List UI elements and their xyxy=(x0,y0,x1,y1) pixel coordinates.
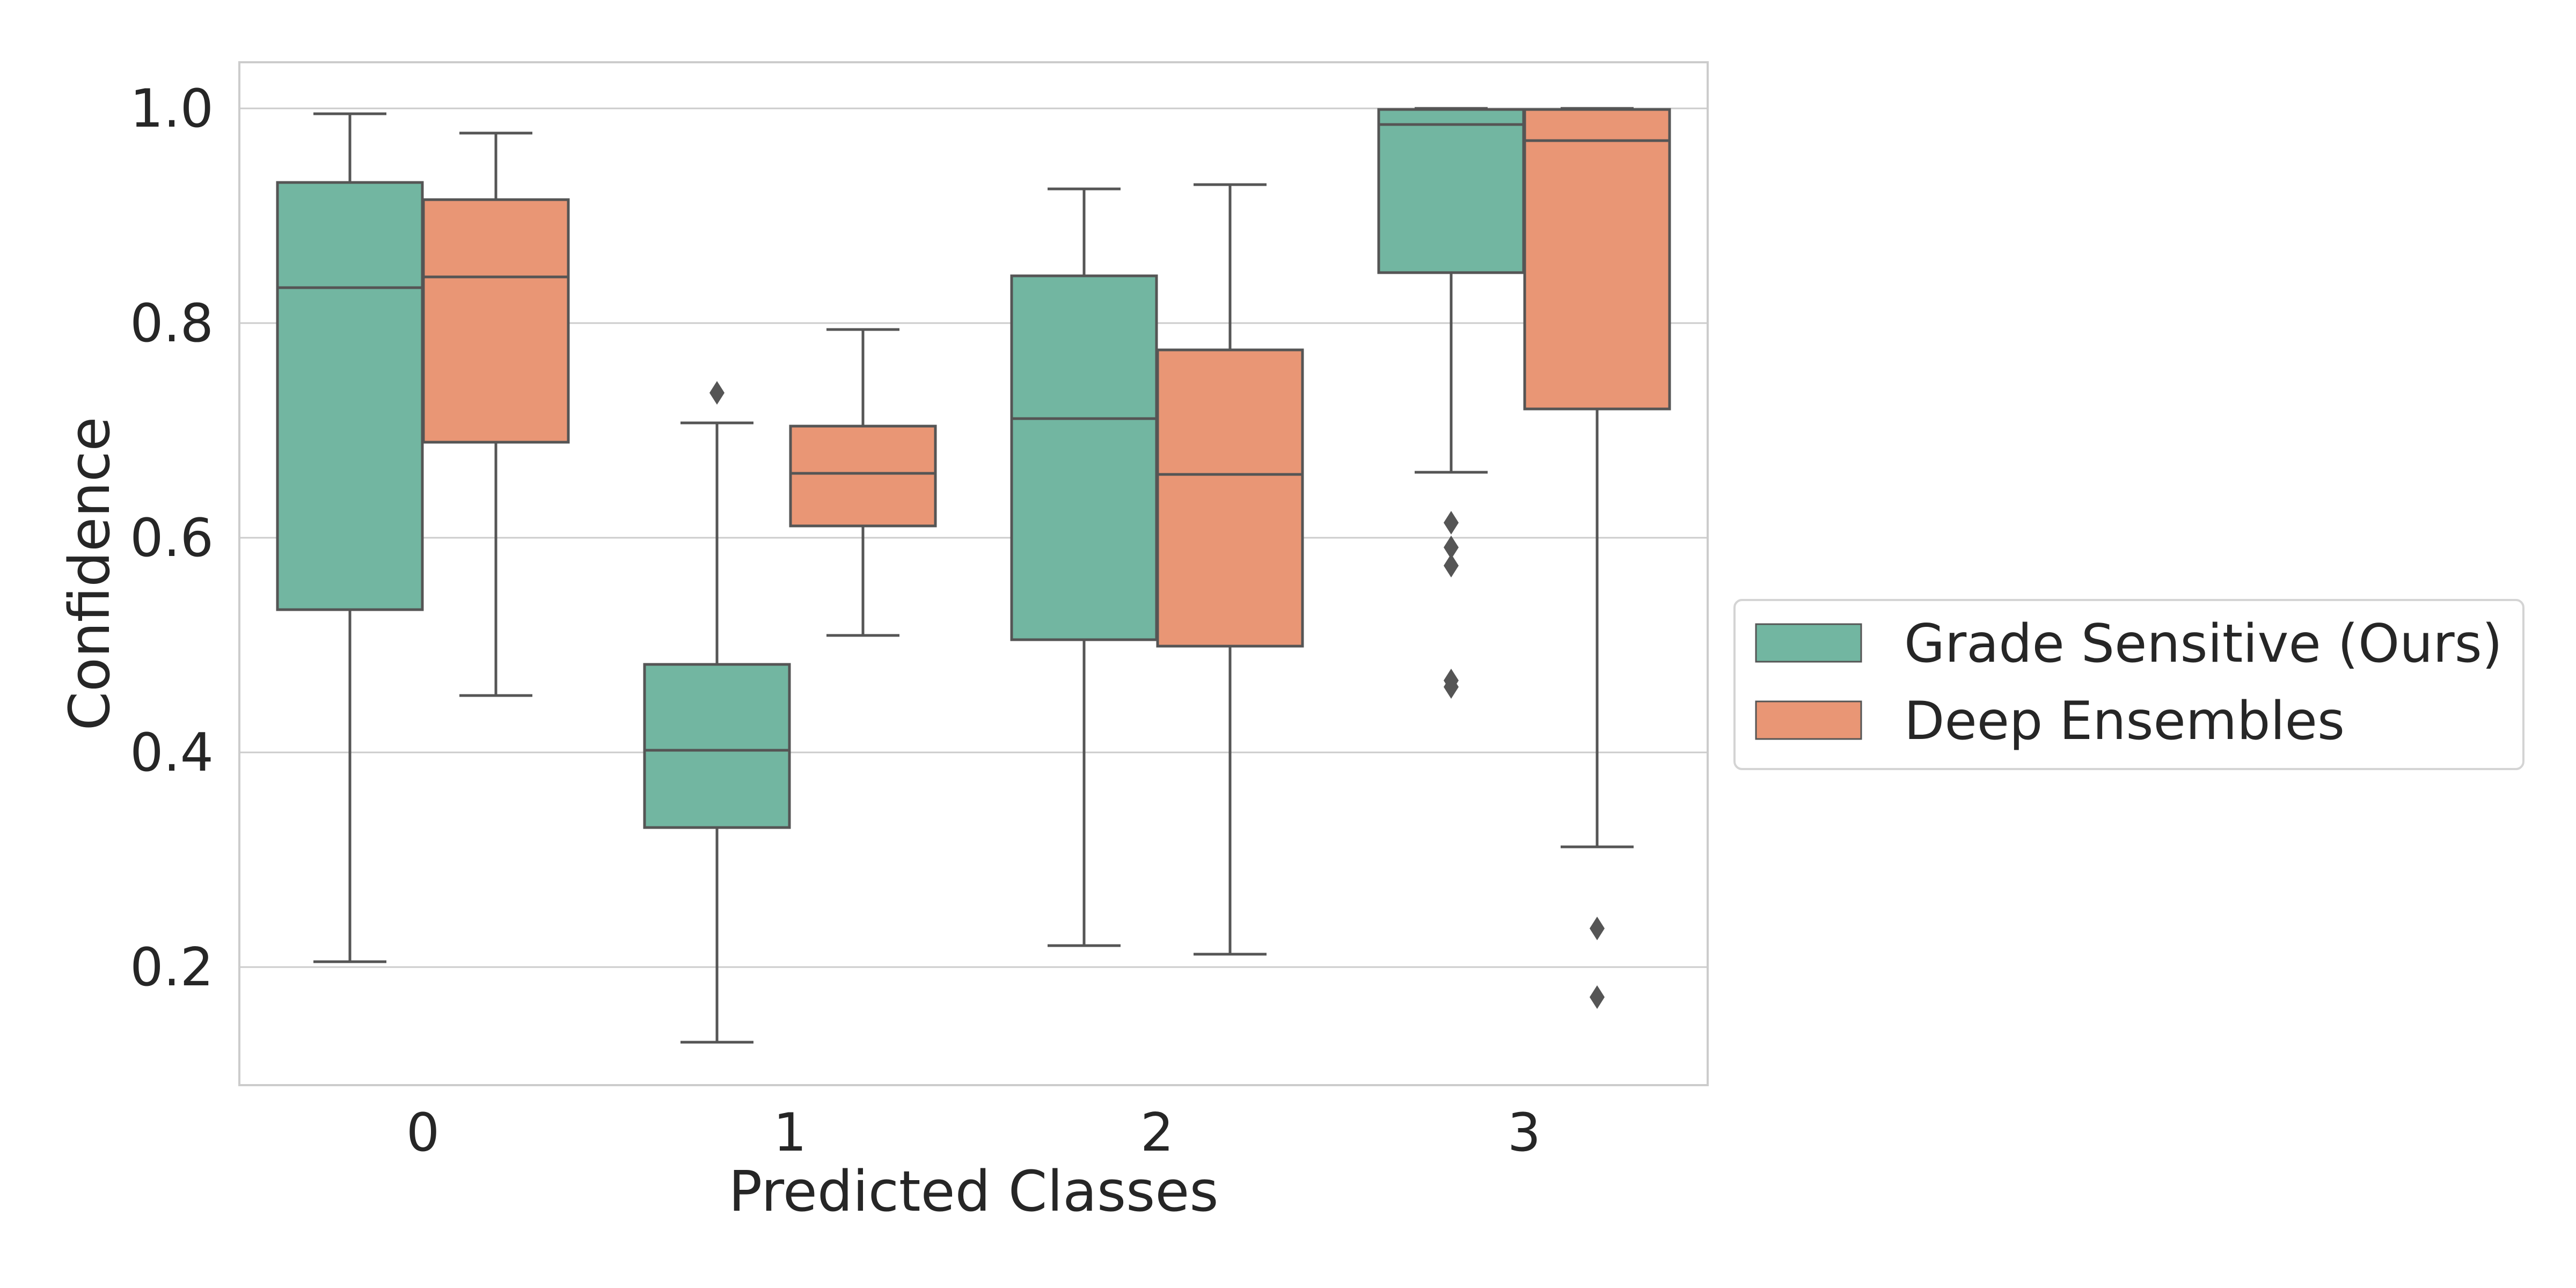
legend-frame xyxy=(1733,599,2524,770)
outlier-point xyxy=(1444,675,1459,699)
outlier-point xyxy=(1444,554,1459,577)
y-tick-label: 0.2 xyxy=(130,937,214,998)
box-1-1 xyxy=(789,328,937,637)
x-tick-label: 3 xyxy=(1507,1102,1541,1163)
x-axis-ticks: 0 1 2 3 xyxy=(406,1102,1541,1163)
legend-label-grade-sensitive: Grade Sensitive (Ours) xyxy=(1904,613,2502,675)
iqr-box xyxy=(789,425,937,528)
box-0-1 xyxy=(643,381,791,1044)
y-tick-label: 1.0 xyxy=(130,78,214,140)
y-tick-label: 0.8 xyxy=(130,293,214,354)
legend-swatch-grade-sensitive xyxy=(1755,623,1862,663)
outlier-point xyxy=(709,381,724,405)
y-axis-ticks: 0.2 0.4 0.6 0.8 1.0 xyxy=(130,78,214,998)
iqr-box xyxy=(1010,274,1158,641)
iqr-box xyxy=(422,198,570,444)
y-tick-label: 0.4 xyxy=(130,722,214,784)
legend: Grade Sensitive (Ours) Deep Ensembles xyxy=(1733,599,2524,770)
outlier-point xyxy=(1444,511,1459,535)
iqr-box xyxy=(1523,108,1671,411)
box-1-0 xyxy=(422,131,570,697)
y-tick-label: 0.6 xyxy=(130,508,214,569)
legend-label-deep-ensembles: Deep Ensembles xyxy=(1904,691,2345,752)
box-0-0 xyxy=(276,112,424,963)
x-tick-label: 1 xyxy=(773,1102,807,1163)
x-axis-label: Predicted Classes xyxy=(728,1159,1218,1224)
iqr-box xyxy=(643,663,791,829)
box-0-2 xyxy=(1010,187,1158,947)
y-axis-label: Confidence xyxy=(57,417,122,731)
iqr-box xyxy=(1377,108,1525,274)
outlier-point xyxy=(1444,536,1459,559)
plot-frame xyxy=(238,61,1709,1086)
x-tick-label: 0 xyxy=(406,1102,440,1163)
iqr-box xyxy=(276,181,424,611)
box-series xyxy=(276,107,1671,1044)
iqr-box xyxy=(1156,348,1304,648)
box-1-2 xyxy=(1156,183,1304,956)
box-1-3 xyxy=(1523,107,1671,1009)
box-0-3 xyxy=(1377,107,1525,699)
outlier-point xyxy=(1590,985,1605,1009)
outlier-point xyxy=(1590,917,1605,940)
x-tick-label: 2 xyxy=(1140,1102,1174,1163)
legend-swatch-deep-ensembles xyxy=(1755,700,1862,740)
